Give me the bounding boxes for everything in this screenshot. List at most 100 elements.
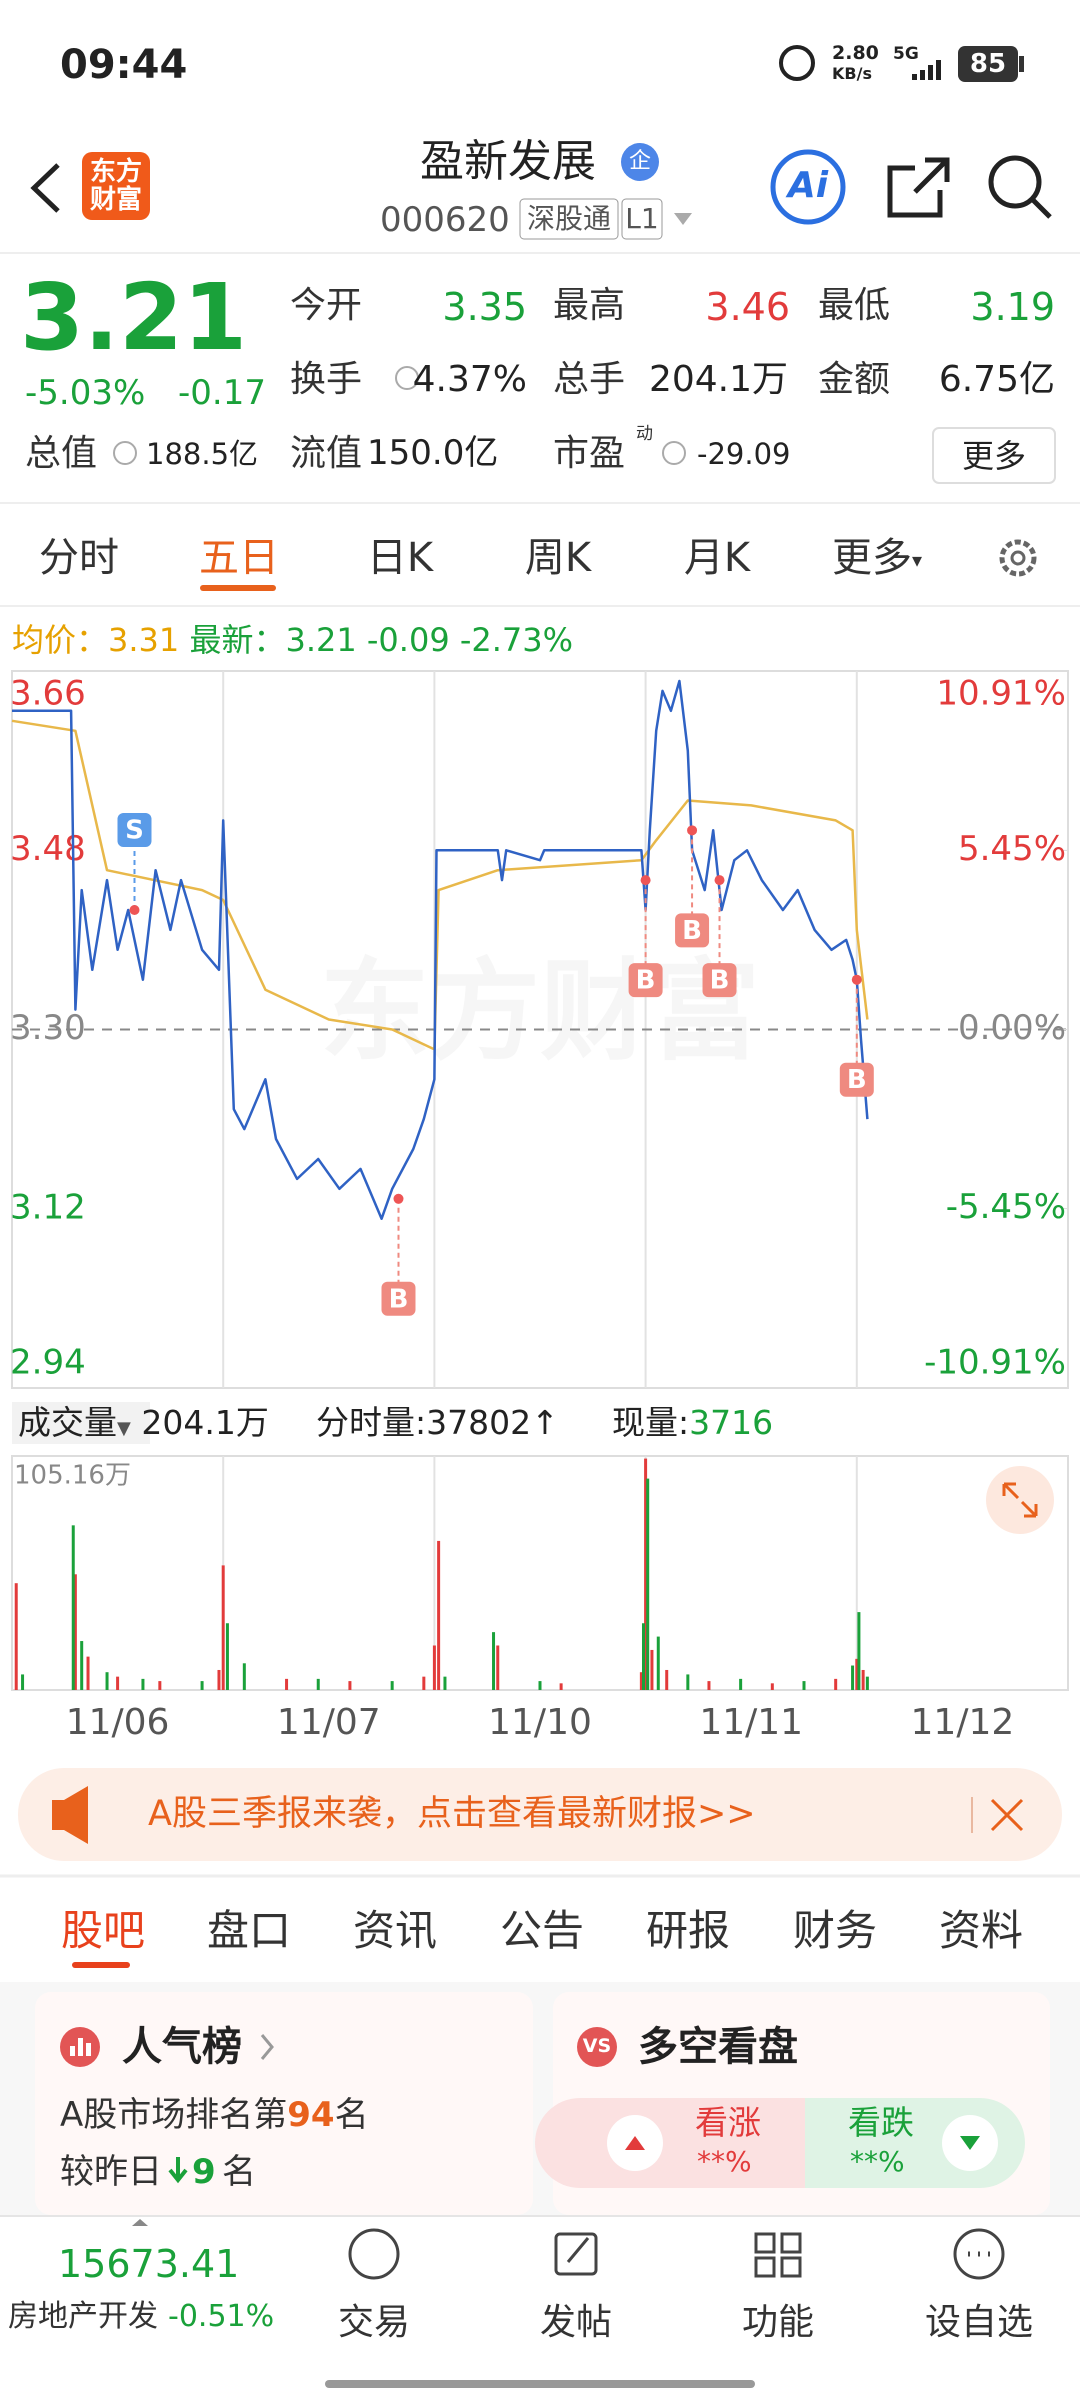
stock-name: 盈新发展 (420, 136, 596, 187)
volume-bar (390, 1681, 394, 1690)
tab-active[interactable]: 五日 (199, 535, 279, 581)
annotation-point (129, 905, 140, 915)
expand-icon[interactable] (986, 1466, 1054, 1534)
badge (621, 143, 659, 181)
index-value[interactable]: 15673.41 (58, 2242, 240, 2286)
logo (82, 152, 150, 220)
ai-text[interactable]: Ai (787, 165, 829, 206)
annotation-box (628, 963, 663, 998)
share-icon[interactable] (887, 157, 950, 218)
subtab-active[interactable]: 股吧 (61, 1906, 146, 1955)
y2-tick-label: -5.45% (946, 1187, 1066, 1227)
nav-item[interactable]: 功能 (741, 2302, 814, 2343)
volume-bar (641, 1623, 645, 1690)
info-icon[interactable] (662, 441, 686, 465)
charts: 东方财富3.663.483.303.122.9410.91%5.45%0.00%… (10, 670, 1069, 1743)
volume-bar (141, 1678, 145, 1690)
annotation-box (839, 1062, 874, 1097)
x-tick-label: 11/10 (488, 1702, 592, 1743)
more-text[interactable]: 更多 (961, 437, 1026, 475)
volume-bar (559, 1683, 563, 1690)
tag-box (621, 198, 663, 240)
volume-bar (443, 1676, 447, 1690)
close-icon[interactable] (990, 1798, 1024, 1832)
back-icon[interactable] (30, 163, 60, 213)
subtab[interactable]: 资料 (939, 1906, 1024, 1955)
search-icon[interactable] (988, 155, 1042, 209)
tab[interactable]: 日K (366, 535, 434, 581)
more-button[interactable] (932, 427, 1056, 484)
card-title[interactable]: 多空看盘 (638, 2024, 798, 2070)
down-label: 看跌 (848, 2103, 914, 2142)
card-title[interactable]: 人气榜 (122, 2024, 242, 2070)
rank-line: A股市场排名第94名 (60, 2098, 369, 2132)
ai-icon[interactable] (770, 149, 846, 225)
annotation-box (381, 1281, 416, 1316)
sector[interactable]: 房地产开发 (8, 2299, 158, 2334)
volume-bar (802, 1681, 806, 1690)
down-arrow (168, 2157, 188, 2184)
volume-bar (105, 1672, 109, 1690)
nav-item[interactable]: 交易 (337, 2302, 410, 2343)
net-speed: 2.80 (832, 42, 879, 64)
settings-icon[interactable] (999, 539, 1037, 577)
subtab[interactable]: 资讯 (353, 1906, 438, 1955)
y2-tick-label: 5.45% (958, 829, 1066, 869)
volume-bar (650, 1649, 654, 1690)
stat-label: 金额 (818, 359, 891, 400)
tab[interactable]: 更多▾ (832, 538, 922, 578)
volume-bar (86, 1656, 90, 1690)
now-volume-label: 现量: (612, 1403, 690, 1442)
total-value-label: 总值 (25, 433, 98, 474)
subtab[interactable]: 盘口 (207, 1906, 292, 1955)
volume-selector[interactable] (12, 1402, 150, 1444)
card[interactable] (35, 1992, 533, 2215)
subtab[interactable]: 财务 (793, 1906, 878, 1955)
info-icon[interactable] (395, 366, 419, 390)
volume-bar (14, 1583, 18, 1690)
volume-bar (492, 1632, 496, 1690)
subtab[interactable]: 研报 (646, 1906, 731, 1955)
volume-label[interactable]: 成交量 (18, 1403, 117, 1442)
volume-bar (739, 1678, 743, 1690)
y2-tick-label: 0.00% (958, 1008, 1066, 1048)
y-tick-label: 105.16万 (14, 1461, 131, 1491)
pe-value: -29.09 (697, 437, 791, 471)
tag-box (519, 198, 619, 240)
stat-value: 3.19 (970, 285, 1055, 329)
nav-item[interactable]: 发帖 (539, 2302, 612, 2343)
tab[interactable]: 分时 (39, 535, 119, 581)
stat-label: 换手 (290, 359, 363, 400)
battery (958, 46, 1018, 82)
annotation-label: B (389, 1284, 409, 1314)
annotation-box (702, 963, 737, 998)
volume-bar (686, 1674, 690, 1690)
tab-text[interactable]: 更多 (832, 535, 912, 581)
volume-bar (861, 1669, 865, 1690)
volume-bar (116, 1676, 120, 1690)
y2-tick-label: 10.91% (936, 674, 1066, 714)
avg-label: 均价： (12, 621, 109, 659)
total-value: 188.5亿 (146, 437, 259, 471)
info-icon[interactable] (113, 441, 137, 465)
volume-bar (538, 1681, 542, 1690)
volume-bar (217, 1669, 221, 1690)
annotation-label: B (710, 966, 730, 996)
stat-label: 最低 (818, 285, 891, 326)
up-pill[interactable] (535, 2098, 805, 2188)
annotation-label: B (636, 966, 656, 996)
y-tick-label: 3.30 (10, 1008, 86, 1048)
volume-bar (348, 1681, 352, 1690)
dropdown-icon[interactable] (674, 213, 692, 225)
latest: 3.21 (285, 621, 357, 659)
nav-item[interactable]: 设自选 (924, 2302, 1033, 2343)
tab[interactable]: 月K (683, 535, 751, 581)
banner-text[interactable]: A股三季报来袭，点击查看最新财报>> (148, 1794, 756, 1834)
volume-bar (71, 1525, 75, 1690)
banner[interactable] (18, 1768, 1062, 1861)
pe-sup: 动 (636, 424, 653, 444)
expand-triangle[interactable] (132, 2219, 148, 2226)
subtab[interactable]: 公告 (500, 1906, 585, 1955)
tab[interactable]: 周K (524, 535, 592, 581)
